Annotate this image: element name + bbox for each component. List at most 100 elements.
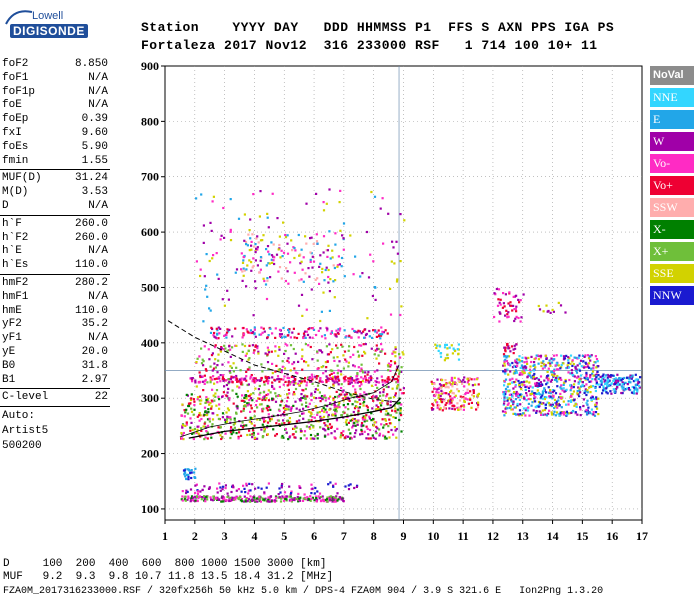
- echo-point: [230, 496, 234, 499]
- echo-point: [254, 251, 257, 254]
- echo-point: [321, 271, 324, 274]
- echo-point: [280, 277, 283, 280]
- echo-point: [314, 388, 317, 391]
- echo-point: [553, 410, 556, 413]
- echo-point: [326, 378, 329, 381]
- echo-point: [338, 406, 341, 409]
- echo-point: [235, 392, 238, 395]
- echo-point: [511, 377, 514, 380]
- echo-point: [314, 435, 317, 438]
- echo-point: [270, 350, 273, 353]
- echo-point: [601, 392, 604, 395]
- echo-point: [512, 400, 515, 403]
- echo-point: [562, 383, 565, 386]
- echo-point: [322, 365, 325, 368]
- y-tick-label: 500: [141, 280, 159, 294]
- echo-point: [375, 357, 378, 360]
- echo-point: [221, 395, 224, 398]
- echo-point: [568, 357, 571, 360]
- echo-point: [574, 403, 577, 406]
- echo-point: [555, 368, 559, 371]
- param-row: yE 20.0: [0, 346, 112, 360]
- echo-point: [518, 373, 521, 376]
- echo-point: [339, 189, 342, 192]
- echo-point: [266, 433, 269, 436]
- echo-point: [441, 379, 444, 382]
- echo-point: [534, 400, 537, 403]
- echo-point: [498, 320, 501, 323]
- echo-point: [544, 354, 547, 357]
- digisonde-logo: Lowell DIGISONDE: [4, 4, 88, 42]
- echo-point: [391, 409, 394, 412]
- echo-point: [349, 234, 352, 237]
- echo-point: [268, 500, 272, 503]
- echo-point: [521, 360, 524, 363]
- echo-point: [278, 243, 281, 247]
- echo-point: [387, 365, 390, 368]
- echo-point: [541, 409, 544, 412]
- echo-point: [254, 404, 258, 407]
- echo-point: [507, 347, 510, 350]
- echo-point: [371, 407, 374, 410]
- echo-point: [280, 484, 283, 487]
- echo-point: [204, 378, 207, 381]
- echo-point: [507, 390, 510, 393]
- echo-point: [565, 354, 568, 357]
- echo-point: [314, 495, 318, 498]
- echo-point: [539, 393, 542, 396]
- echo-point: [335, 495, 338, 498]
- echo-point: [528, 414, 531, 417]
- echo-point: [316, 367, 319, 370]
- echo-point: [354, 388, 357, 391]
- echo-point: [183, 473, 186, 476]
- param-key: h`F: [2, 217, 22, 230]
- echo-point: [228, 397, 231, 400]
- echo-point: [229, 377, 232, 380]
- echo-point: [288, 485, 291, 488]
- echo-point: [606, 392, 609, 395]
- echo-point: [552, 395, 555, 399]
- echo-point: [347, 361, 350, 364]
- echo-point: [585, 373, 588, 376]
- echo-point: [364, 371, 367, 374]
- echo-point: [180, 414, 183, 417]
- echo-point: [535, 381, 538, 385]
- echo-point: [455, 383, 459, 386]
- echo-point: [379, 337, 382, 340]
- echo-point: [612, 379, 615, 382]
- echo-point: [189, 500, 192, 503]
- echo-point: [212, 195, 215, 198]
- echo-point: [334, 414, 337, 417]
- echo-point: [502, 353, 506, 356]
- echo-point: [232, 370, 235, 373]
- trace-curve: [179, 364, 400, 438]
- echo-point: [236, 407, 239, 410]
- echo-point: [546, 310, 549, 313]
- echo-point: [306, 496, 309, 499]
- echo-point: [504, 410, 507, 413]
- echo-point: [435, 346, 438, 349]
- echo-point: [274, 345, 277, 348]
- echo-point: [282, 436, 285, 439]
- echo-point: [265, 297, 269, 301]
- echo-point: [280, 400, 283, 403]
- echo-point: [224, 487, 227, 490]
- echo-point: [254, 487, 257, 490]
- echo-point: [569, 372, 572, 375]
- echo-point: [562, 355, 566, 358]
- echo-point: [351, 426, 354, 429]
- echo-point: [530, 360, 533, 364]
- echo-point: [273, 262, 276, 266]
- echo-point: [281, 422, 284, 425]
- echo-point: [520, 316, 523, 319]
- echo-point: [508, 382, 511, 385]
- echo-point: [359, 381, 362, 384]
- echo-point: [572, 363, 575, 366]
- echo-point: [602, 378, 605, 381]
- echo-point: [554, 392, 558, 395]
- echo-point: [314, 390, 317, 394]
- echo-point: [543, 387, 546, 390]
- echo-point: [249, 329, 252, 332]
- echo-point: [197, 497, 200, 500]
- echo-point: [190, 476, 193, 480]
